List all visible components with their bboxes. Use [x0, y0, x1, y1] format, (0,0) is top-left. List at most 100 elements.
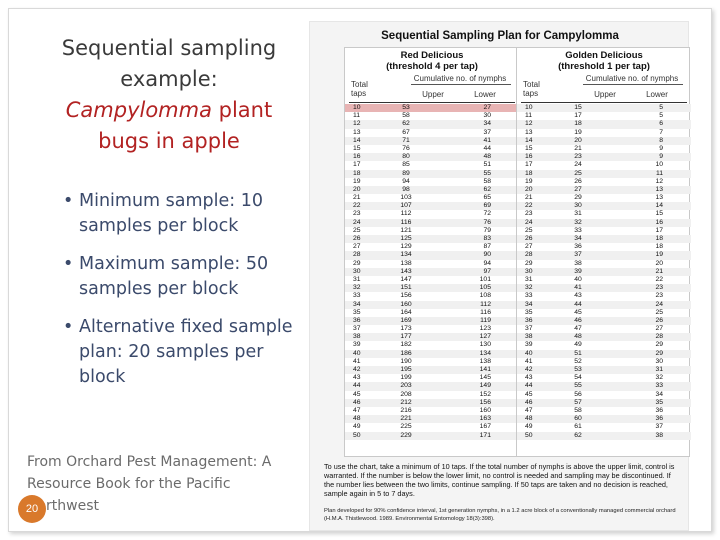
- taps-cell: 38: [353, 333, 361, 341]
- table-row: 40 51 29: [517, 349, 691, 358]
- upper-cell: 55: [574, 382, 582, 390]
- upper-cell: 208: [400, 390, 412, 398]
- taps-cell: 25: [353, 226, 361, 234]
- table-row: 12 62 34: [345, 120, 519, 129]
- upper-cell: 125: [400, 235, 412, 242]
- table-row: 30 39 21: [517, 267, 691, 276]
- lower-cell: 7: [659, 128, 663, 136]
- lower-cell: 83: [483, 235, 491, 242]
- lower-cell: 24: [655, 300, 663, 308]
- red-header-rule: [349, 102, 515, 103]
- taps-cell: 31: [353, 275, 361, 283]
- upper-cell: 61: [574, 423, 582, 431]
- red-table-body: 10 53 27 11 58 30 12 62 34 13 67 37 14 71 41 15 76 44 16 80…: [345, 104, 519, 440]
- taps-cell: 26: [525, 235, 533, 242]
- table-row: 48 221 163: [345, 415, 519, 424]
- taps-cell: 35: [525, 308, 533, 316]
- taps-cell: 15: [353, 144, 361, 152]
- upper-cell: 24: [574, 161, 582, 169]
- lower-cell: 16: [655, 218, 663, 226]
- table-row: 38 48 28: [517, 333, 691, 342]
- red-panel-title-variety: Red Delicious: [400, 50, 464, 61]
- lower-cell: 127: [479, 333, 491, 341]
- taps-cell: 17: [525, 161, 533, 169]
- slide-title: Sequential sampling example: Campylomma …: [39, 33, 299, 157]
- lower-cell: 21: [655, 267, 663, 275]
- upper-cell: 36: [574, 243, 582, 251]
- source-citation: From Orchard Pest Management: A Resource…: [27, 454, 272, 514]
- lower-cell: 149: [479, 382, 491, 390]
- table-row: 21 103 65: [345, 194, 519, 202]
- taps-cell: 14: [353, 136, 361, 144]
- taps-cell: 27: [353, 243, 361, 251]
- taps-cell: 41: [353, 357, 361, 365]
- taps-cell: 42: [525, 366, 533, 373]
- lower-cell: 94: [483, 259, 491, 267]
- lower-cell: 14: [655, 202, 663, 210]
- upper-cell: 38: [574, 259, 582, 267]
- table-row: 33 156 108: [345, 292, 519, 300]
- upper-cell: 29: [574, 194, 582, 202]
- lower-cell: 62: [483, 185, 491, 193]
- taps-cell: 40: [353, 349, 361, 357]
- upper-cell: 164: [400, 308, 412, 316]
- taps-cell: 22: [353, 202, 361, 210]
- table-row: 14 20 8: [517, 136, 691, 145]
- lower-cell: 156: [479, 398, 491, 406]
- taps-cell: 36: [353, 316, 361, 324]
- table-row: 42 53 31: [517, 366, 691, 375]
- table-row: 12 18 6: [517, 120, 691, 129]
- taps-cell: 47: [353, 406, 361, 414]
- lower-cell: 18: [655, 243, 663, 251]
- taps-cell: 32: [525, 284, 533, 292]
- upper-cell: 34: [574, 235, 582, 242]
- lower-cell: 65: [483, 194, 491, 202]
- lower-cell: 160: [479, 406, 491, 414]
- upper-cell: 53: [574, 366, 582, 373]
- upper-cell: 80: [402, 153, 410, 161]
- upper-cell: 15: [574, 104, 582, 111]
- table-row: 31 40 22: [517, 276, 691, 284]
- bullet-minimum-sample: Minimum sample: 10 samples per block: [63, 189, 303, 239]
- lower-cell: 123: [479, 325, 491, 333]
- lower-cell: 112: [480, 300, 491, 308]
- upper-cell: 47: [574, 325, 582, 333]
- taps-cell: 10: [353, 104, 361, 111]
- taps-cell: 18: [353, 169, 361, 177]
- table-row: 31 147 101: [345, 276, 519, 284]
- plan-credit: Plan developed for 90% confidence interv…: [324, 508, 676, 522]
- table-row: 40 186 134: [345, 349, 519, 358]
- upper-cell: 21: [574, 144, 582, 152]
- taps-cell: 33: [525, 292, 533, 300]
- table-row: 29 138 94: [345, 260, 519, 268]
- taps-cell: 19: [525, 177, 533, 185]
- taps-cell: 26: [353, 235, 361, 242]
- table-row: 13 19 7: [517, 129, 691, 137]
- upper-cell: 58: [574, 406, 582, 414]
- taps-cell: 20: [353, 185, 361, 193]
- table-row: 44 203 149: [345, 382, 519, 391]
- red-delicious-panel: Red Delicious (threshold 4 per tap) Cumu…: [344, 47, 519, 457]
- lower-cell: 108: [479, 292, 491, 300]
- taps-cell: 42: [353, 366, 361, 373]
- title-species: Campylomma: [65, 98, 212, 122]
- taps-cell: 45: [353, 390, 361, 398]
- table-row: 43 54 32: [517, 374, 691, 382]
- upper-cell: 103: [400, 194, 412, 202]
- red-cumulative-label: Cumulative no. of nymphs: [413, 74, 507, 83]
- table-row: 22 30 14: [517, 202, 691, 211]
- table-row: 14 71 41: [345, 136, 519, 145]
- taps-cell: 28: [353, 251, 361, 259]
- upper-cell: 18: [574, 120, 582, 128]
- lower-cell: 37: [655, 423, 663, 431]
- table-row: 36 46 26: [517, 316, 691, 326]
- lower-cell: 41: [483, 136, 491, 144]
- upper-cell: 54: [574, 374, 582, 382]
- upper-cell: 20: [574, 136, 582, 144]
- table-row: 18 89 55: [345, 169, 519, 178]
- taps-cell: 21: [525, 194, 533, 202]
- lower-cell: 30: [483, 112, 491, 120]
- table-row: 35 164 116: [345, 309, 519, 317]
- lower-cell: 48: [483, 153, 491, 161]
- taps-cell: 44: [525, 382, 533, 390]
